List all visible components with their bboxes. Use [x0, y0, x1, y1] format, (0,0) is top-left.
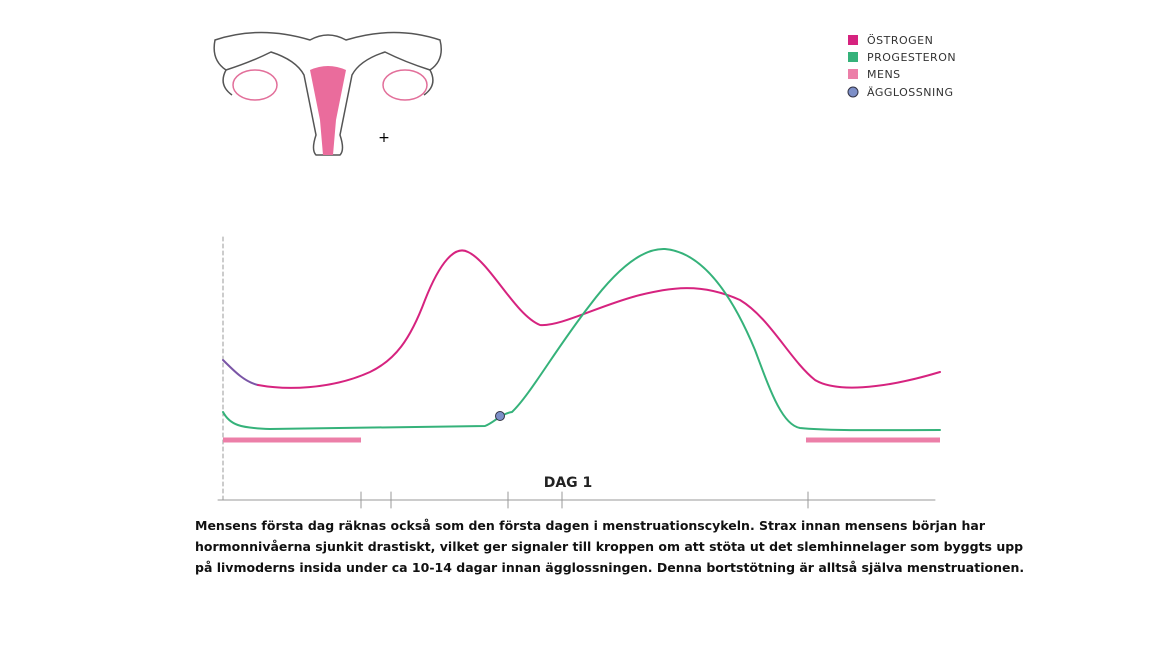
legend-swatch — [848, 35, 858, 45]
estrogen-curve — [257, 249, 941, 389]
legend-swatch — [848, 52, 858, 62]
estrogen-start — [222, 359, 259, 386]
axis-label: DAG 1 — [544, 475, 593, 491]
ovulation-dot — [495, 411, 505, 421]
progesterone-curve — [222, 247, 941, 432]
description-line: hormonnivåerna sjunkit drastiskt, vilket… — [195, 539, 1023, 554]
legend-swatch — [848, 69, 858, 79]
description-line: Mensens första dag räknas också som den … — [195, 518, 986, 533]
legend: ÖSTROGEN PROGESTERON MENS ÄGGLOSSNING — [847, 34, 956, 99]
legend-label: MENS — [867, 68, 901, 81]
description-line: på livmoderns insida under ca 10-14 daga… — [195, 560, 1024, 575]
legend-label: ÖSTROGEN — [867, 34, 933, 47]
legend-swatch — [847, 86, 859, 98]
marker: + — [378, 130, 390, 146]
uterus-illustration — [213, 31, 442, 156]
axis-ticks — [360, 491, 809, 509]
legend-label: ÄGGLOSSNING — [867, 86, 953, 99]
cycle-illustration — [217, 236, 941, 509]
legend-label: PROGESTERON — [867, 51, 956, 64]
